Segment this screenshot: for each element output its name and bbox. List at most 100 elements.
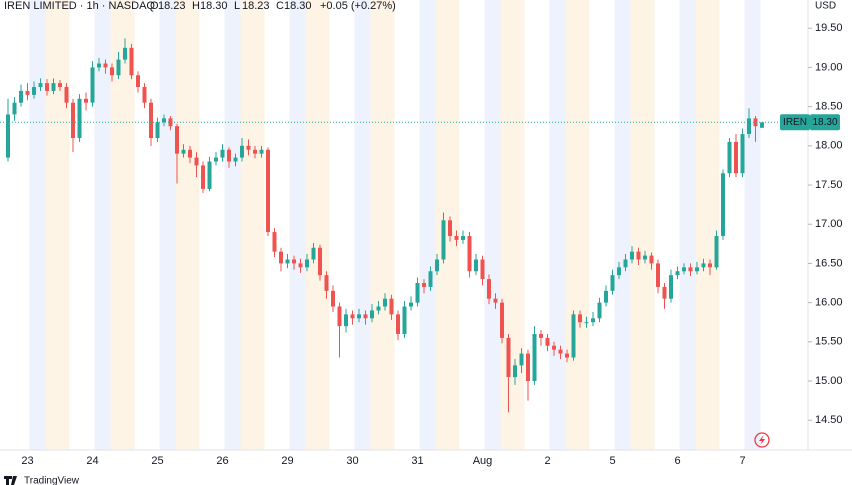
candle-body [584, 322, 589, 324]
premarket-band [614, 0, 631, 450]
candle-body [214, 157, 218, 162]
candle-body [97, 63, 101, 68]
candle-body [701, 263, 706, 268]
premarket-band [289, 0, 306, 450]
candle-body [721, 173, 725, 236]
candle-body [506, 337, 511, 378]
candle-body [227, 149, 231, 162]
last-price-label: 18.30 [812, 117, 837, 128]
x-tick-label: 24 [86, 455, 98, 467]
y-tick-label: 17.50 [815, 179, 843, 191]
x-tick-label: 25 [151, 455, 163, 467]
candle-body [526, 353, 530, 382]
candle-body [71, 102, 75, 138]
postmarket-band [565, 0, 590, 450]
candle-body [116, 59, 121, 76]
candle-body [383, 298, 387, 307]
brand-logo [4, 476, 17, 485]
y-tick-label: 16.00 [815, 297, 843, 309]
y-tick-label: 15.00 [815, 375, 843, 387]
candle-body [448, 220, 452, 236]
y-tick-label: 16.50 [815, 257, 843, 269]
candle-body [305, 259, 309, 268]
candle-body [695, 267, 699, 272]
x-tick-label: 6 [674, 455, 680, 467]
candle-body [285, 259, 290, 264]
lightning-icon[interactable] [754, 432, 770, 448]
candle-body [480, 259, 485, 280]
y-tick-label: 14.50 [815, 414, 843, 426]
candle-body [487, 279, 491, 299]
candle-body [617, 267, 621, 276]
candle-body [12, 102, 17, 115]
candle-body [357, 314, 361, 319]
candle-body [441, 220, 446, 260]
brand-name: TradingView [24, 476, 80, 485]
candle-body [175, 126, 179, 154]
candle-body [318, 247, 322, 276]
candle-body [311, 247, 316, 260]
candle-body [402, 306, 407, 334]
candle-body [331, 290, 335, 307]
currency: USD [815, 1, 836, 12]
candle-body [253, 149, 257, 154]
x-tick-label: 7 [739, 455, 745, 467]
postmarket-band [175, 0, 200, 450]
candle-body [740, 134, 745, 174]
last-price-bg [810, 114, 840, 131]
candle-body [324, 275, 329, 291]
x-tick-label: 2 [544, 455, 550, 467]
candle-body [558, 349, 563, 354]
session-bands [29, 0, 761, 450]
ohlc-label: O [150, 0, 159, 12]
candle-body [155, 122, 160, 138]
candle-body [370, 310, 374, 319]
postmarket-band [630, 0, 655, 450]
x-tick-label: 5 [609, 455, 615, 467]
candle-body [461, 235, 465, 240]
candle-body [272, 232, 277, 252]
candle-body [58, 83, 62, 88]
candle-body [636, 251, 641, 260]
candle-body [38, 83, 43, 88]
premarket-band [224, 0, 241, 450]
candle-body [51, 83, 56, 91]
candle-body [734, 141, 738, 174]
premarket-band [29, 0, 46, 450]
premarket-band [354, 0, 371, 450]
premarket-band [484, 0, 501, 450]
candle-body [571, 314, 576, 358]
candle-body [136, 75, 140, 88]
candle-body [142, 87, 147, 103]
candle-body [578, 314, 582, 323]
candle-body [630, 251, 634, 260]
candle-body [662, 286, 667, 299]
candle-body [168, 118, 173, 127]
candle-body [240, 145, 244, 158]
candle-body [266, 149, 270, 233]
postmarket-band [370, 0, 395, 450]
ohlc-legend: O 18.23 H 18.30 L 18.23 C 18.30 +0.05 (+0.27%) [150, 0, 396, 12]
candle-body [90, 67, 95, 103]
candle-body [129, 47, 134, 76]
candle-body [188, 149, 192, 158]
y-tick-label: 18.50 [815, 101, 843, 113]
candle-body [467, 235, 472, 272]
candle-body [389, 298, 394, 315]
candle-body [123, 47, 127, 60]
candle-body [623, 259, 628, 268]
candle-body [597, 302, 602, 319]
symbol-tag: IREN [783, 117, 807, 128]
candle-body [714, 235, 719, 268]
postmarket-band [695, 0, 720, 450]
candle-body [181, 149, 186, 154]
y-tick-label: 17.00 [815, 218, 843, 230]
candle-body [103, 63, 108, 68]
icon-bolt [759, 435, 765, 445]
y-tick-label: 19.50 [815, 22, 843, 34]
postmarket-band [240, 0, 265, 450]
y-tick-label: 18.00 [815, 140, 843, 152]
symbol: IREN LIMITED · 1h · NASDAQ [4, 0, 155, 12]
candle-body [552, 345, 556, 350]
candle-body [649, 255, 654, 264]
